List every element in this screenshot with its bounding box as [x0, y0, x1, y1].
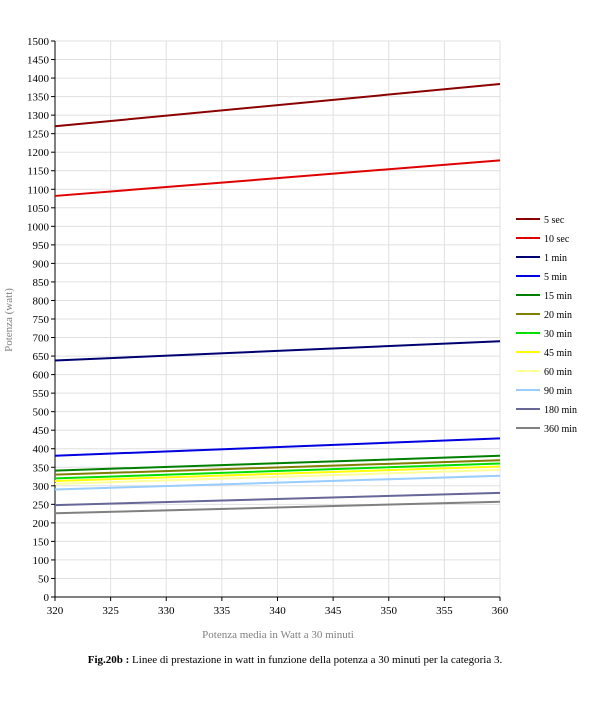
y-tick-label: 250	[33, 499, 50, 511]
y-tick-label: 900	[33, 258, 50, 270]
series-line-8	[54, 468, 501, 485]
y-tick-label: 850	[33, 277, 50, 289]
legend-label: 360 min	[544, 424, 577, 435]
legend-item: 1 min	[516, 253, 567, 264]
grid	[54, 40, 501, 598]
legend-label: 5 min	[544, 272, 567, 283]
y-tick-label: 950	[33, 240, 50, 252]
legend-item: 90 min	[516, 386, 572, 397]
y-tick-label: 550	[33, 388, 50, 400]
y-tick-label: 400	[33, 444, 50, 456]
y-tick-label: 1350	[27, 92, 50, 104]
x-tick-label: 320	[47, 605, 64, 617]
series-line-11	[54, 500, 501, 515]
legend-item: 360 min	[516, 424, 577, 435]
y-tick-label: 650	[33, 351, 50, 363]
series-line-6	[54, 462, 501, 480]
legend-label: 90 min	[544, 386, 572, 397]
series-line-0	[54, 83, 501, 128]
y-tick-label: 1250	[27, 129, 50, 141]
legend-item: 180 min	[516, 405, 577, 416]
series-line-7	[54, 465, 501, 482]
y-tick-label: 200	[33, 518, 50, 530]
legend-label: 5 sec	[544, 215, 565, 226]
y-tick-label: 300	[33, 481, 50, 493]
legend-item: 5 sec	[516, 215, 565, 226]
legend-item: 5 min	[516, 272, 567, 283]
legend-label: 60 min	[544, 367, 572, 378]
x-tick-label: 345	[325, 605, 342, 617]
legend-item: 30 min	[516, 329, 572, 340]
legend-item: 45 min	[516, 348, 572, 359]
y-tick-label: 0	[44, 592, 50, 604]
legend-label: 30 min	[544, 329, 572, 340]
y-tick-label: 1000	[27, 221, 50, 233]
legend-label: 15 min	[544, 291, 572, 302]
y-tick-label: 600	[33, 370, 50, 382]
legend-label: 10 sec	[544, 234, 570, 245]
y-tick-label: 750	[33, 314, 50, 326]
y-tick-label: 500	[33, 407, 50, 419]
y-tick-label: 700	[33, 333, 50, 345]
y-tick-label: 1050	[27, 203, 50, 215]
caption-text: Linee di prestazione in watt in funzione…	[129, 654, 503, 666]
y-tick-label: 1100	[27, 184, 49, 196]
series-line-10	[54, 491, 501, 507]
legend-item: 15 min	[516, 291, 572, 302]
series-lines	[54, 83, 501, 515]
y-tick-label: 1300	[27, 110, 50, 122]
y-tick-label: 1150	[27, 166, 49, 178]
y-tick-label: 1450	[27, 55, 50, 67]
axes: 0 50 100 150 200 250 300 350 400 450 500 550 600 650 7…	[27, 36, 509, 617]
legend-item: 10 sec	[516, 234, 570, 245]
caption-label: Fig.20b :	[87, 654, 130, 666]
y-tick-label: 1400	[27, 73, 50, 85]
y-tick-label: 1200	[27, 147, 50, 159]
series-line-9	[54, 474, 501, 491]
x-axis-label: Potenza media in Watt a 30 minuti	[202, 629, 354, 641]
legend: 5 sec 10 sec 1 min 5 min 15 min 20 min 30 min 4…	[516, 215, 577, 435]
x-tick-label: 350	[381, 605, 398, 617]
legend-item: 60 min	[516, 367, 572, 378]
x-tick-label: 335	[214, 605, 231, 617]
x-tick-label: 355	[436, 605, 453, 617]
y-tick-label: 100	[33, 555, 50, 567]
figure-caption: Fig.20b : Linee di prestazione in watt i…	[0, 654, 590, 666]
series-line-3	[54, 437, 501, 457]
legend-label: 180 min	[544, 405, 577, 416]
y-tick-label: 50	[38, 573, 50, 585]
series-line-1	[54, 159, 501, 197]
x-tick-label: 340	[269, 605, 286, 617]
legend-label: 45 min	[544, 348, 572, 359]
series-line-2	[54, 340, 501, 362]
x-tick-label: 325	[102, 605, 119, 617]
x-tick-label: 330	[158, 605, 175, 617]
y-tick-label: 450	[33, 425, 50, 437]
y-tick-label: 1500	[27, 36, 50, 48]
y-tick-label: 800	[33, 295, 50, 307]
x-tick-label: 360	[492, 605, 509, 617]
series-line-4	[54, 454, 501, 472]
y-tick-label: 350	[33, 462, 50, 474]
series-line-5	[54, 459, 501, 476]
legend-label: 20 min	[544, 310, 572, 321]
y-axis-label: Potenza (watt)	[3, 288, 15, 352]
legend-item: 20 min	[516, 310, 572, 321]
y-tick-label: 150	[33, 536, 50, 548]
legend-label: 1 min	[544, 253, 567, 264]
